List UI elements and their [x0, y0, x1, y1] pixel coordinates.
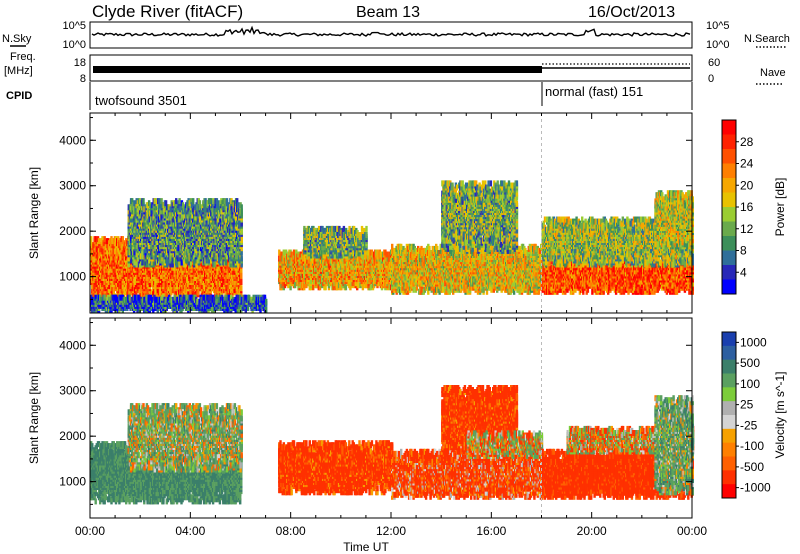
cpid-label: CPID — [6, 90, 32, 102]
nave-tick-top: 60 — [708, 57, 720, 69]
power-cell — [117, 236, 120, 243]
power-cell — [109, 291, 112, 298]
power-cell — [146, 281, 149, 288]
date-title: 16/Oct/2013 — [588, 4, 675, 21]
power-cell — [178, 198, 181, 205]
nsky-trace — [91, 25, 691, 37]
power-cell — [213, 261, 216, 268]
power-cell — [181, 293, 184, 300]
nsearch-tick-bottom: 10^0 — [706, 39, 730, 51]
power-cell — [175, 198, 178, 205]
power-cell — [121, 250, 124, 257]
freq-label-2: [MHz] — [4, 65, 33, 77]
cpid-strip: CPID twofsound 3501 normal (fast) 151 — [6, 82, 693, 110]
power-cell — [97, 242, 101, 249]
power-cell — [122, 270, 126, 277]
power-cell — [103, 236, 106, 243]
nave-tick-bottom: 0 — [708, 73, 714, 85]
freq-frame — [89, 54, 693, 82]
power-cell — [181, 283, 184, 290]
power-region-1 — [127, 198, 243, 268]
power-cell — [240, 285, 243, 292]
power-cell — [122, 246, 126, 253]
nsearch-tick-top: 10^5 — [706, 20, 730, 32]
power-cell — [154, 279, 157, 285]
power-cell — [192, 198, 195, 205]
freq-strip: Freq. [MHz] 18 8 60 0 Nave — [4, 51, 786, 85]
power-cell — [131, 291, 135, 298]
power-cell — [181, 287, 184, 294]
power-cell — [122, 285, 126, 292]
power-cell — [184, 285, 188, 292]
power-cell — [192, 291, 196, 298]
power-cell — [139, 285, 143, 292]
power-cell — [103, 240, 106, 247]
beam-title: Beam 13 — [356, 4, 420, 21]
power-cell — [97, 238, 101, 245]
power-cell — [90, 236, 93, 243]
nsky-label: N.Sky — [2, 33, 32, 45]
power-cell — [121, 236, 124, 243]
nsky-frame — [89, 21, 693, 49]
power-cell — [141, 279, 145, 285]
power-cell — [120, 287, 123, 294]
power-cells — [90, 180, 694, 313]
freq-tick-bottom: 8 — [80, 73, 86, 85]
power-cell — [141, 291, 145, 298]
power-cell — [175, 281, 179, 288]
power-cell — [142, 198, 145, 205]
power-cell — [197, 289, 200, 296]
station-title: Clyde River (fitACF) — [92, 2, 243, 21]
power-cell — [108, 244, 111, 251]
cpid-segment-1: twofsound 3501 — [95, 93, 187, 108]
nsky-tick-top: 10^5 — [62, 20, 86, 32]
power-cell — [113, 248, 117, 255]
power-cell — [198, 200, 202, 207]
power-cell — [189, 289, 192, 296]
cpid-segment-2: normal (fast) 151 — [545, 84, 643, 99]
nsky-tick-bottom: 10^0 — [62, 39, 86, 51]
power-cell — [152, 261, 155, 268]
power-cell — [185, 289, 189, 296]
nave-label: Nave — [760, 67, 786, 79]
power-cell — [101, 236, 104, 243]
power-cell — [146, 289, 149, 296]
nsky-strip: N.Sky 10^5 10^0 10^5 10^0 N.Search — [2, 20, 790, 51]
power-cell — [122, 254, 126, 261]
power-cell — [122, 240, 126, 247]
freq-tick-top: 18 — [74, 57, 86, 69]
nsearch-label: N.Search — [744, 33, 790, 45]
freq-label-1: Freq. — [10, 51, 36, 63]
freq-band — [93, 66, 542, 73]
